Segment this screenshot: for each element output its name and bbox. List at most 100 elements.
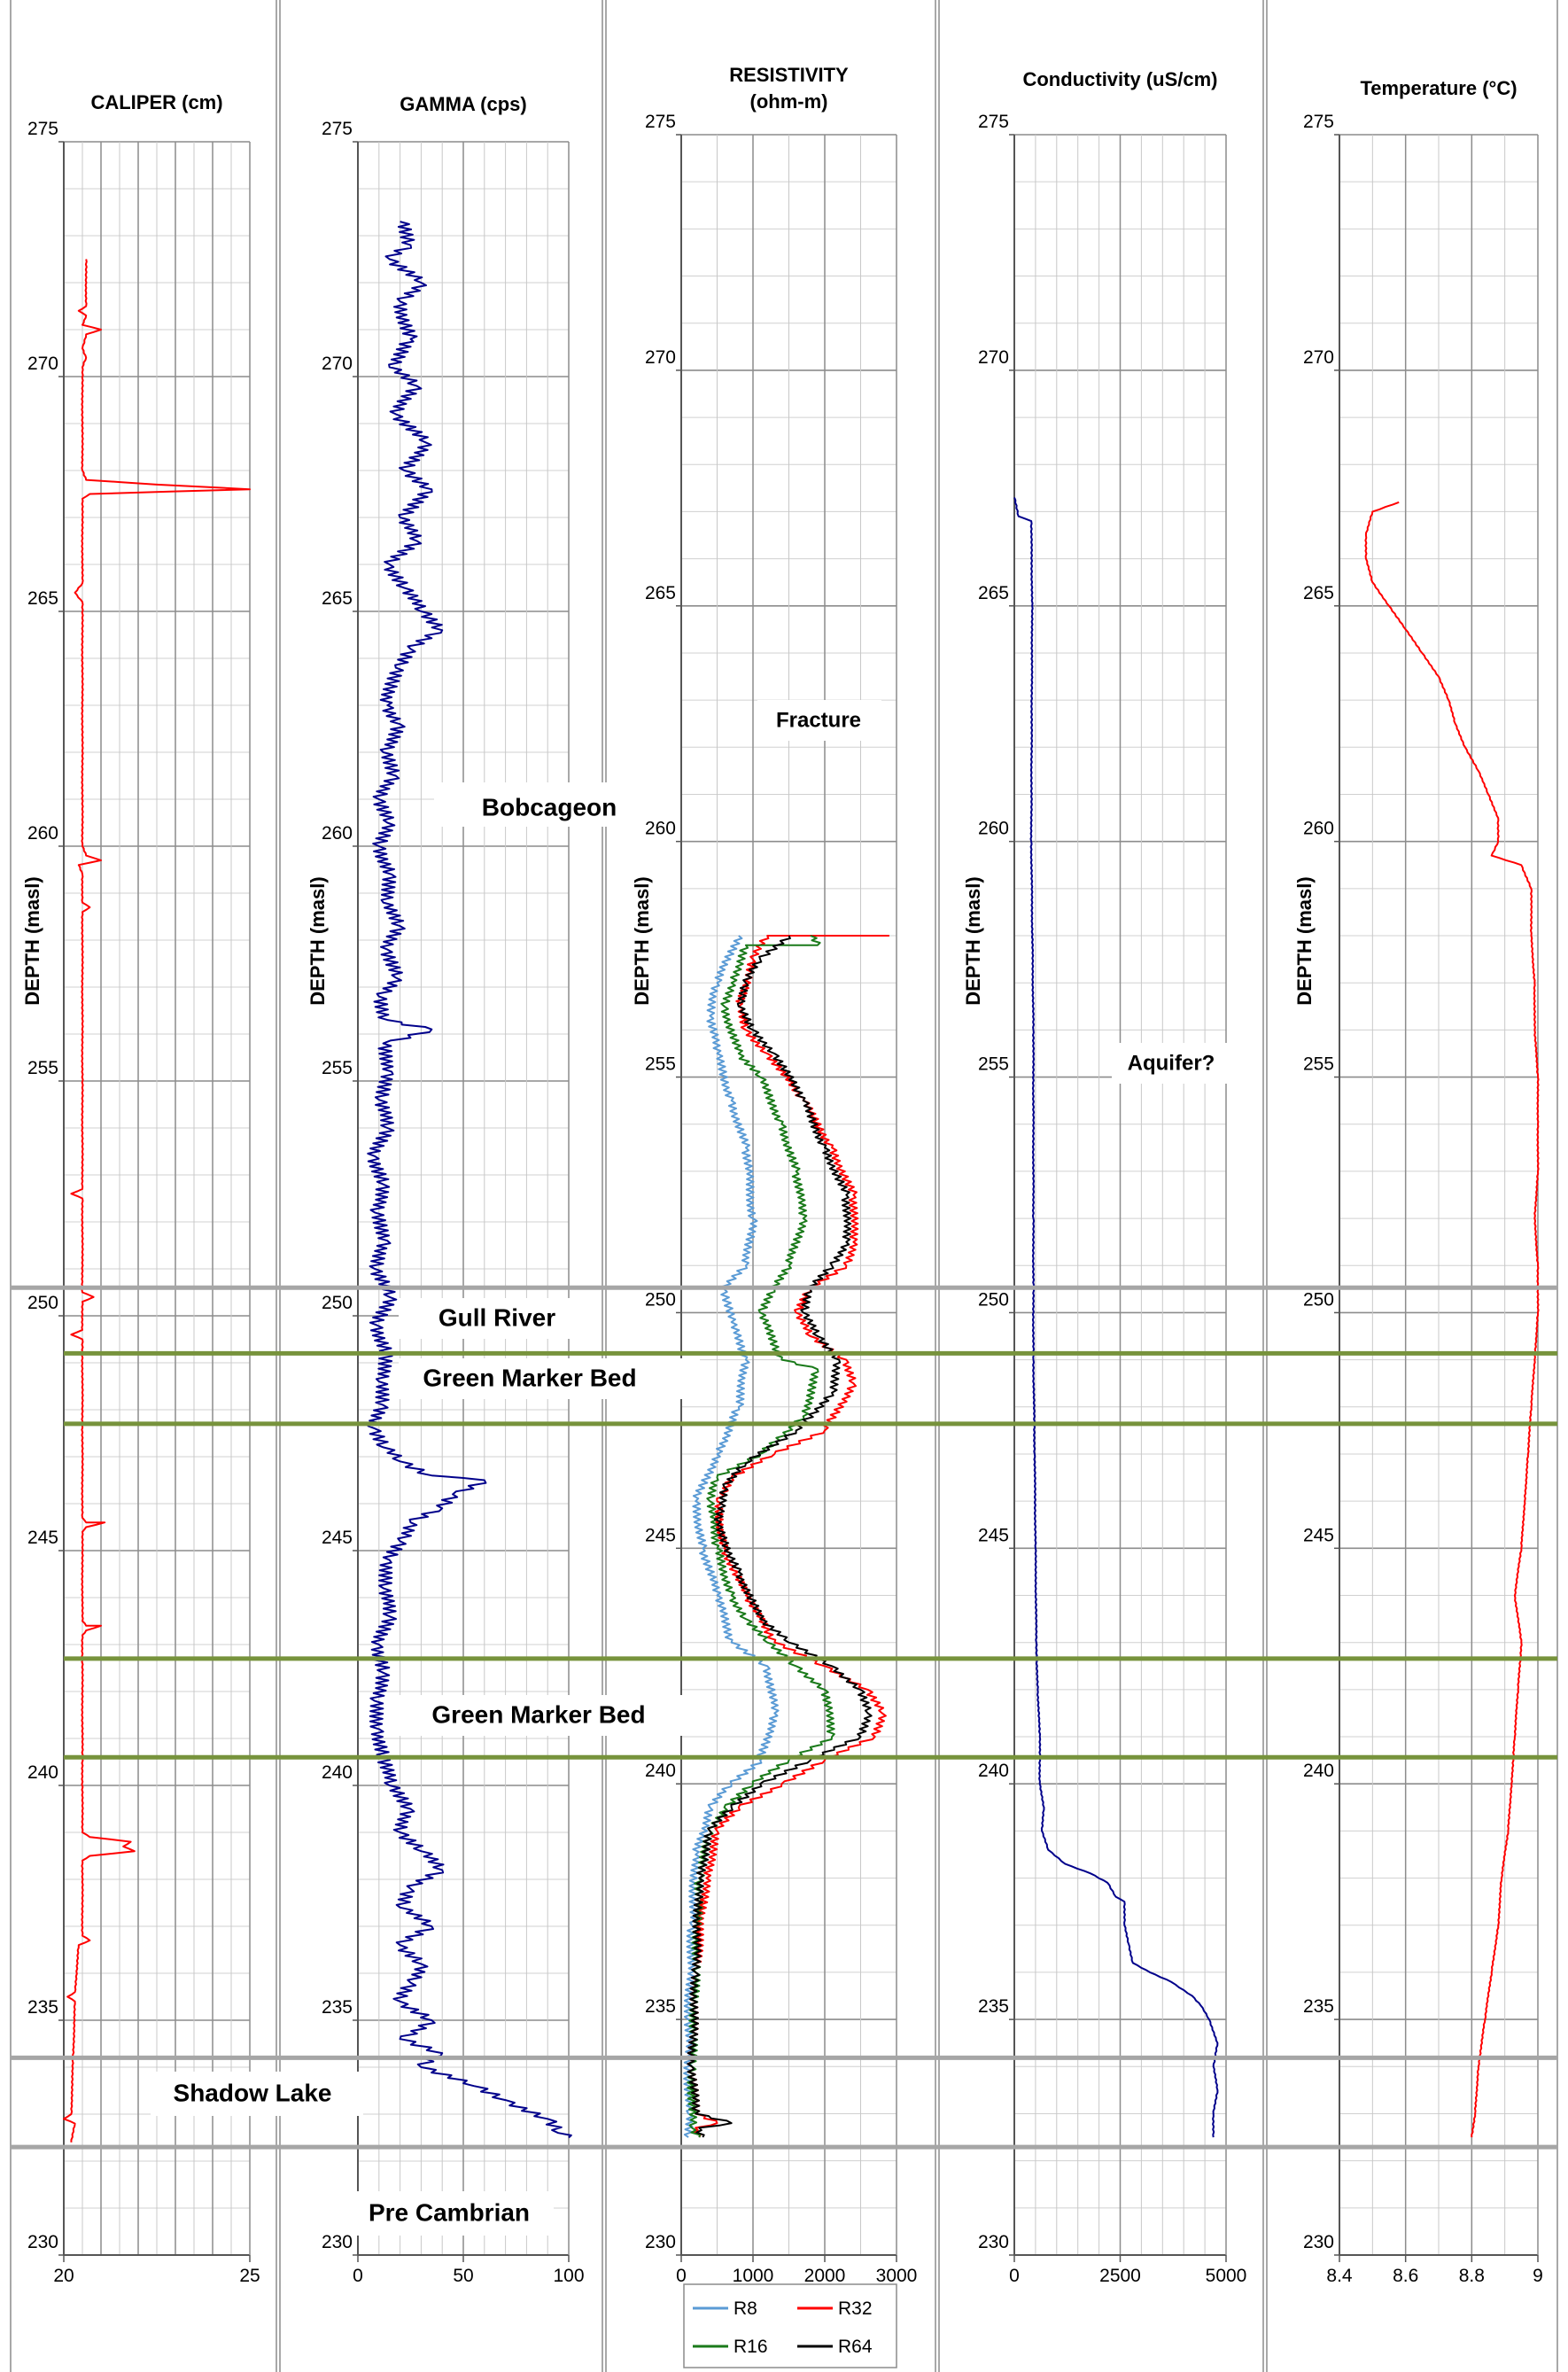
legend-label-r16: R16 [734,2337,768,2357]
y-tick-label: 255 [27,1058,58,1078]
y-tick-label: 255 [978,1054,1009,1075]
y-tick-label: 275 [645,112,676,132]
panel-temperature: 230 235 240 245 250 255 260 265 270 275 8.4 8.6 8.8 9… [1293,77,1543,2286]
y-tick-label: 230 [978,2232,1009,2252]
y-tick-label: 275 [27,119,58,139]
y-tick-label: 245 [322,1528,353,1548]
y-tick-label: 245 [1303,1525,1334,1545]
y-tick-label: 230 [27,2232,58,2252]
x-tick-label: 25 [239,2266,260,2286]
x-tick-label: 8.8 [1459,2266,1485,2286]
x-tick-label: 50 [453,2266,473,2286]
y-tick-label: 250 [1303,1289,1334,1310]
formation-label-gull-river: Gull River [439,1303,555,1331]
y-tick-label: 265 [645,583,676,603]
formation-label-green-marker-bed-upper: Green Marker Bed [423,1364,636,1391]
annotation-aquifer: Aquifer? [1128,1051,1215,1075]
formation-label-pre-cambrian: Pre Cambrian [369,2198,530,2226]
x-tick-label: 2000 [804,2266,846,2286]
y-tick-label: 240 [322,1762,353,1783]
y-tick-label: 275 [322,119,353,139]
formation-label-bg-green-marker-bed-upper [399,1358,700,1399]
formation-label-bg-bobcageon [434,782,629,827]
formation-label-bg-green-marker-bed-lower [399,1695,700,1736]
y-tick-label: 230 [645,2232,676,2252]
x-tick-label: 2500 [1099,2266,1141,2286]
y-axis-label: DEPTH (masl) [1293,876,1316,1005]
legend-label-r32: R32 [838,2298,873,2319]
y-axis-label: DEPTH (masl) [307,876,329,1005]
y-tick-label: 255 [1303,1054,1334,1075]
series-conductivity [1013,497,1219,2138]
y-tick-label: 260 [1303,819,1334,839]
series-resistivity-r64 [687,935,873,2138]
x-tick-label: 5000 [1206,2266,1247,2286]
series-temperature [1364,501,1540,2138]
series-caliper [63,259,251,2143]
y-tick-label: 270 [978,347,1009,368]
y-tick-label: 235 [1303,1996,1334,2017]
x-tick-label: 9 [1533,2266,1543,2286]
annotation-fracture: Fracture [776,708,861,732]
formation-label-shadow-lake: Shadow Lake [174,2079,332,2106]
panel-title: RESISTIVITY [729,64,849,86]
series-gamma [367,221,572,2139]
y-tick-label: 250 [27,1293,58,1313]
panel-separators [10,0,1558,2372]
y-tick-label: 230 [1303,2232,1334,2252]
formation-boundaries [11,1285,1557,2150]
y-tick-label: 275 [978,112,1009,132]
y-tick-label: 245 [978,1525,1009,1545]
series-resistivity-r8 [683,935,780,2138]
x-tick-label: 100 [553,2266,584,2286]
y-tick-label: 255 [645,1054,676,1075]
resistivity-legend: R8 R32 R16 R64 [683,2283,897,2368]
formation-label-bg-pre-cambrian [350,2191,554,2236]
annotation-bg-fracture [757,700,881,741]
y-tick-label: 250 [322,1293,353,1313]
y-tick-label: 255 [322,1058,353,1078]
y-tick-label: 265 [978,583,1009,603]
y-tick-label: 235 [27,1997,58,2018]
y-tick-label: 245 [27,1528,58,1548]
y-tick-label: 270 [27,354,58,374]
y-tick-label: 270 [322,354,353,374]
y-tick-label: 265 [322,588,353,609]
panel-caliper: 230 235 240 245 250 255 260 265 270 275 20 25 CALIPE… [21,91,260,2286]
panel-title: Temperature (°C) [1360,77,1517,99]
legend-box [683,2283,897,2368]
x-tick-label: 0 [1009,2266,1020,2286]
y-tick-label: 275 [1303,112,1334,132]
y-tick-label: 250 [645,1289,676,1310]
y-tick-label: 240 [1303,1761,1334,1781]
y-tick-label: 260 [27,823,58,844]
x-tick-label: 1000 [733,2266,774,2286]
y-tick-label: 230 [322,2232,353,2252]
y-tick-label: 270 [1303,347,1334,368]
y-tick-label: 235 [978,1996,1009,2017]
x-tick-label: 3000 [876,2266,918,2286]
formation-label-bg-shadow-lake [151,2072,363,2116]
formation-labels: Bobcageon Gull River Green Marker Bed Gr… [151,700,1236,2236]
panel-subtitle: (ohm-m) [750,90,828,113]
log-panels: 230 235 240 245 250 255 260 265 270 275 20 25 CALIPE… [21,64,1543,2286]
x-tick-label: 8.4 [1326,2266,1353,2286]
y-tick-label: 240 [27,1762,58,1783]
annotation-bg-aquifer [1112,1043,1236,1084]
y-axis-label: DEPTH (masl) [21,876,43,1005]
y-tick-label: 235 [645,1996,676,2017]
y-tick-label: 260 [978,819,1009,839]
panel-title: CALIPER (cm) [90,91,222,113]
y-tick-label: 265 [1303,583,1334,603]
y-axis-label: DEPTH (masl) [631,876,653,1005]
series-resistivity-r32 [687,935,889,2138]
formation-label-green-marker-bed-lower: Green Marker Bed [431,1700,645,1728]
y-tick-label: 270 [645,347,676,368]
panel-title: GAMMA (cps) [400,93,526,115]
formation-label-bobcageon: Bobcageon [482,793,617,820]
y-tick-label: 245 [645,1525,676,1545]
y-tick-label: 250 [978,1289,1009,1310]
panel-conductivity: 230 235 240 245 250 255 260 265 270 275 0 2500 5000 C… [962,68,1246,2286]
